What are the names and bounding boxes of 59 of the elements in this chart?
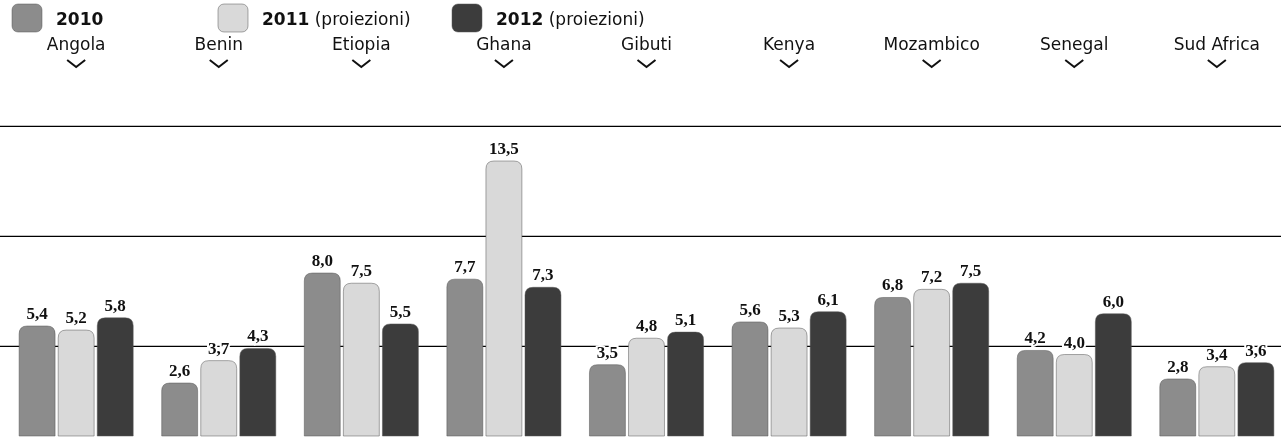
x-tick-label: Mozambico	[883, 34, 980, 54]
data-label: 7,7	[454, 257, 476, 277]
bar	[1056, 354, 1093, 437]
x-tick-label: Ghana	[476, 34, 532, 54]
data-label: 6,0	[1102, 291, 1124, 311]
data-label: 6,8	[881, 275, 904, 295]
x-tick-label: Kenya	[763, 34, 816, 54]
bar	[589, 364, 626, 437]
data-label: 7,5	[960, 261, 982, 281]
x-tick-label: Senegal	[1040, 34, 1109, 54]
x-tick-label: Benin	[194, 34, 243, 54]
legend-label: 2010	[56, 9, 104, 29]
bar	[1095, 313, 1132, 437]
bar	[1159, 378, 1196, 437]
data-label: 3,4	[1206, 344, 1228, 364]
data-label: 5,1	[674, 310, 697, 330]
x-tick-label: Angola	[46, 34, 106, 54]
x-tick-label: Etiopia	[332, 34, 391, 54]
bar	[200, 360, 237, 437]
bar	[382, 323, 419, 437]
bar	[1237, 362, 1275, 437]
data-label: 5,8	[104, 295, 126, 315]
bar	[97, 317, 134, 437]
data-label: 4,8	[635, 316, 658, 336]
data-label: 7,5	[350, 261, 372, 281]
bar	[18, 325, 56, 437]
data-label: 4,2	[1024, 328, 1046, 348]
bar	[343, 282, 380, 437]
data-label: 3,5	[596, 342, 619, 362]
bar	[628, 337, 665, 437]
bar	[952, 282, 989, 437]
bar	[809, 311, 847, 437]
bar	[161, 382, 198, 437]
data-label: 7,2	[921, 267, 943, 287]
bar	[874, 297, 911, 437]
data-label: 5,5	[389, 301, 412, 321]
x-tick-label: Gibuti	[621, 34, 672, 54]
data-label: 5,3	[778, 306, 800, 326]
bar	[1198, 366, 1236, 437]
data-label: 4,3	[247, 326, 269, 346]
bar	[667, 331, 704, 437]
legend-label: 2011 (proiezioni)	[262, 9, 411, 29]
bar	[57, 329, 95, 437]
data-label: 13,5	[489, 139, 519, 158]
bar	[304, 272, 341, 437]
bar	[913, 289, 950, 437]
data-label: 5,4	[26, 304, 49, 323]
data-label: 5,2	[65, 308, 87, 328]
data-label: 6,1	[817, 289, 839, 309]
data-label: 5,6	[739, 299, 761, 319]
legend-label: 2012 (proiezioni)	[496, 9, 645, 29]
bar	[1016, 350, 1054, 437]
data-label: 7,3	[532, 265, 554, 285]
bar	[239, 348, 277, 437]
data-label: 2,6	[169, 361, 191, 381]
bar	[446, 278, 484, 437]
x-tick-label: Sud Africa	[1173, 34, 1260, 54]
data-label: 2,8	[1167, 356, 1189, 376]
data-label: 8,0	[311, 251, 333, 271]
